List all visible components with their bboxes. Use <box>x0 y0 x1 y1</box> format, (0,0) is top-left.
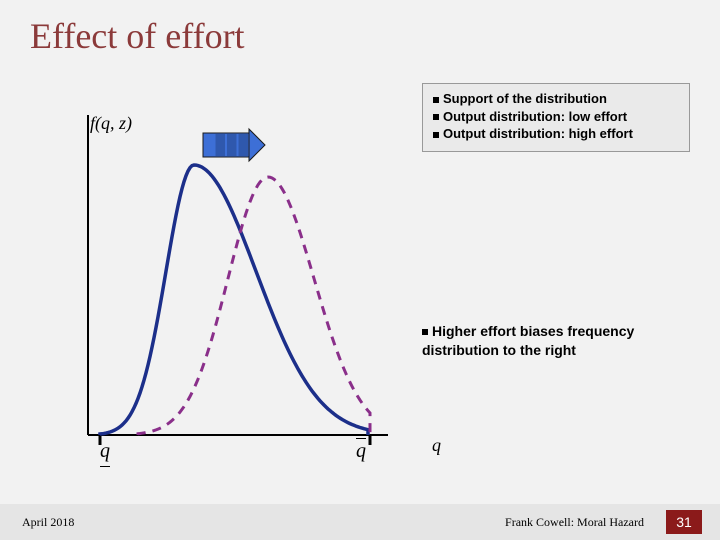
legend-item: Output distribution: low effort <box>433 108 679 126</box>
q-upper-label: q <box>356 440 366 463</box>
q-lower-glyph: q <box>100 440 110 462</box>
legend-box: Support of the distribution Output distr… <box>422 83 690 152</box>
curve-low-effort <box>100 165 368 435</box>
page-number: 31 <box>666 510 702 534</box>
legend-item: Support of the distribution <box>433 90 679 108</box>
overline-icon <box>356 438 366 439</box>
bullet-icon <box>433 132 439 138</box>
chart <box>68 105 388 445</box>
slide: Effect of effort f(q, z) Support of the … <box>0 0 720 540</box>
callout-text: Higher effort biases frequency distribut… <box>422 322 690 360</box>
legend-text: Output distribution: low effort <box>443 109 627 124</box>
chart-svg <box>68 105 388 445</box>
legend-text: Support of the distribution <box>443 91 607 106</box>
bullet-icon <box>422 329 428 335</box>
footer-date: April 2018 <box>22 515 74 530</box>
underline-icon <box>100 466 110 467</box>
footer-credit: Frank Cowell: Moral Hazard <box>505 515 644 530</box>
bullet-icon <box>433 97 439 103</box>
bullet-icon <box>433 114 439 120</box>
callout-content: Higher effort biases frequency distribut… <box>422 323 634 358</box>
slide-title: Effect of effort <box>30 15 245 57</box>
q-upper-glyph: q <box>356 440 366 462</box>
curve-high-effort <box>138 177 370 435</box>
shift-arrow-icon <box>203 129 265 161</box>
q-axis-label: q <box>432 435 441 456</box>
legend-text: Output distribution: high effort <box>443 126 633 141</box>
legend-item: Output distribution: high effort <box>433 125 679 143</box>
q-lower-label: q <box>100 440 110 463</box>
